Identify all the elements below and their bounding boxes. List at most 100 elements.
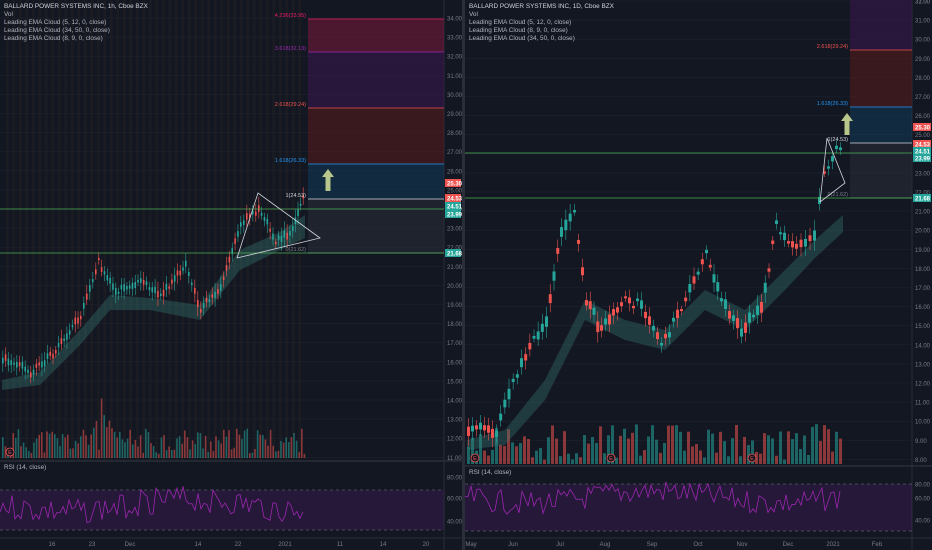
volume-bar — [233, 447, 235, 458]
candle-body — [818, 196, 821, 204]
session-band — [32, 0, 35, 460]
candle-body — [511, 378, 515, 383]
volume-bar — [771, 438, 774, 464]
volume-bar — [168, 446, 170, 458]
volume-bar — [267, 445, 269, 458]
candle-body — [600, 325, 603, 331]
price-tag — [445, 194, 461, 202]
candle-body — [77, 317, 79, 324]
candle-body — [767, 268, 771, 272]
volume-bar — [795, 433, 798, 464]
volume-bar — [751, 440, 754, 464]
fib-level-label: 1.618(26.33) — [817, 101, 848, 107]
candle-body — [255, 211, 257, 216]
candle-body — [524, 354, 528, 361]
legend-vol[interactable]: Vol — [4, 11, 13, 18]
candle-body — [63, 338, 65, 341]
candle-body — [705, 249, 708, 254]
session-band — [77, 0, 80, 460]
volume-bar — [106, 427, 108, 458]
candle-body — [211, 294, 214, 298]
volume-bar — [129, 429, 131, 458]
candle-body — [123, 284, 125, 292]
candle-body — [100, 267, 103, 272]
session-band — [253, 0, 256, 460]
volume-bar — [82, 429, 85, 458]
volume-bar — [181, 443, 183, 458]
time-axis-label: 14 — [195, 542, 202, 548]
legend-ema-cloud-8-9[interactable]: Leading EMA Cloud (8, 9, 0, close) — [4, 35, 103, 42]
volume-bar — [215, 436, 217, 458]
candle-body — [252, 210, 254, 215]
candle-body — [66, 333, 68, 341]
earnings-event-icon — [747, 453, 757, 463]
price-tag-label: 24.51 — [915, 150, 931, 156]
price-axis-label: 21.00 — [915, 210, 931, 216]
volume-bar — [223, 429, 225, 458]
candle-body — [205, 297, 208, 303]
candle-body — [644, 311, 647, 319]
candle-body — [560, 227, 563, 237]
candle-body — [648, 316, 651, 325]
price-axis-label: 21.00 — [447, 265, 462, 271]
candle-body — [131, 282, 134, 289]
candle-body — [471, 425, 474, 432]
volume-bar — [4, 446, 7, 458]
pane-divider[interactable] — [462, 0, 465, 550]
volume-bar — [823, 425, 826, 464]
daily-chart-pane[interactable]: 32.00 31.00 30.00 29.00 28.00 27.00 26.00 25.00… — [465, 0, 932, 550]
legend-ema-cloud-34-50[interactable]: Leading EMA Cloud (34, 50, 0, close) — [469, 35, 575, 42]
daily-chart-canvas[interactable]: 32.0031.0030.0029.0028.0027.0026.0025.00… — [465, 0, 932, 550]
volume-bar — [611, 425, 614, 464]
session-band — [168, 0, 171, 460]
hourly-chart-title[interactable]: BALLARD POWER SYSTEMS INC, 1h, Cboe BZX — [4, 3, 148, 10]
candle-body — [200, 309, 202, 313]
volume-bar — [815, 424, 818, 464]
hourly-chart-pane[interactable]: 34.00 33.00 32.00 31.00 30.00 29.00 28.00 27.00… — [0, 0, 462, 550]
session-band — [129, 0, 132, 460]
price-axis-label: 16.00 — [915, 305, 931, 311]
hourly-rsi-label[interactable]: RSI (14, close) — [4, 464, 47, 471]
candle-body — [652, 325, 655, 331]
time-axis-label: Dec — [125, 542, 136, 548]
candle-body — [664, 333, 667, 339]
volume-bar — [827, 429, 830, 464]
candle-body — [103, 271, 106, 275]
volume-bar — [93, 427, 95, 458]
candle-body — [467, 426, 470, 436]
legend-vol[interactable]: Vol — [469, 11, 478, 18]
volume-bar — [165, 450, 168, 458]
candle-body — [246, 213, 248, 220]
legend-ema-cloud-8-9[interactable]: Leading EMA Cloud (8, 9, 0, close) — [469, 27, 568, 34]
volume-bar — [176, 438, 178, 458]
volume-bar — [539, 448, 542, 464]
session-band — [97, 0, 100, 460]
candle-body — [228, 256, 231, 263]
session-band — [51, 0, 54, 460]
fib-zone — [850, 143, 912, 198]
session-band — [6, 0, 9, 460]
candle-body — [10, 360, 12, 366]
volume-bar — [191, 440, 194, 458]
daily-chart-title[interactable]: BALLARD POWER SYSTEMS INC, 1D, Cboe BZX — [469, 3, 614, 10]
time-axis-label: Sep — [647, 542, 658, 548]
candle-body — [585, 300, 588, 306]
fib-level-label: 4.236(33.95) — [275, 13, 306, 19]
time-axis-label: 14 — [380, 542, 387, 548]
candle-body — [756, 305, 759, 315]
daily-rsi-label[interactable]: RSI (14, close) — [469, 469, 512, 476]
legend-ema-cloud-34-50[interactable]: Leading EMA Cloud (34, 50, 0, close) — [4, 27, 110, 34]
hourly-chart-canvas[interactable]: 34.00 33.00 32.00 31.00 30.00 29.00 28.00 27.00… — [0, 0, 462, 550]
price-axis-label: 15.00 — [915, 324, 931, 330]
legend-ema-cloud-5-12[interactable]: Leading EMA Cloud (5, 12, 0, close) — [469, 19, 572, 26]
candle-body — [632, 305, 635, 309]
candle-body — [763, 282, 767, 293]
volume-bar — [499, 444, 502, 464]
volume-bar — [243, 430, 246, 458]
candle-body — [588, 301, 592, 310]
legend-ema-cloud-5-12[interactable]: Leading EMA Cloud (5, 12, 0, close) — [4, 19, 107, 26]
volume-bar — [77, 443, 79, 458]
candle-body — [475, 425, 478, 430]
volume-bar — [103, 415, 105, 458]
volume-bar — [108, 420, 111, 458]
